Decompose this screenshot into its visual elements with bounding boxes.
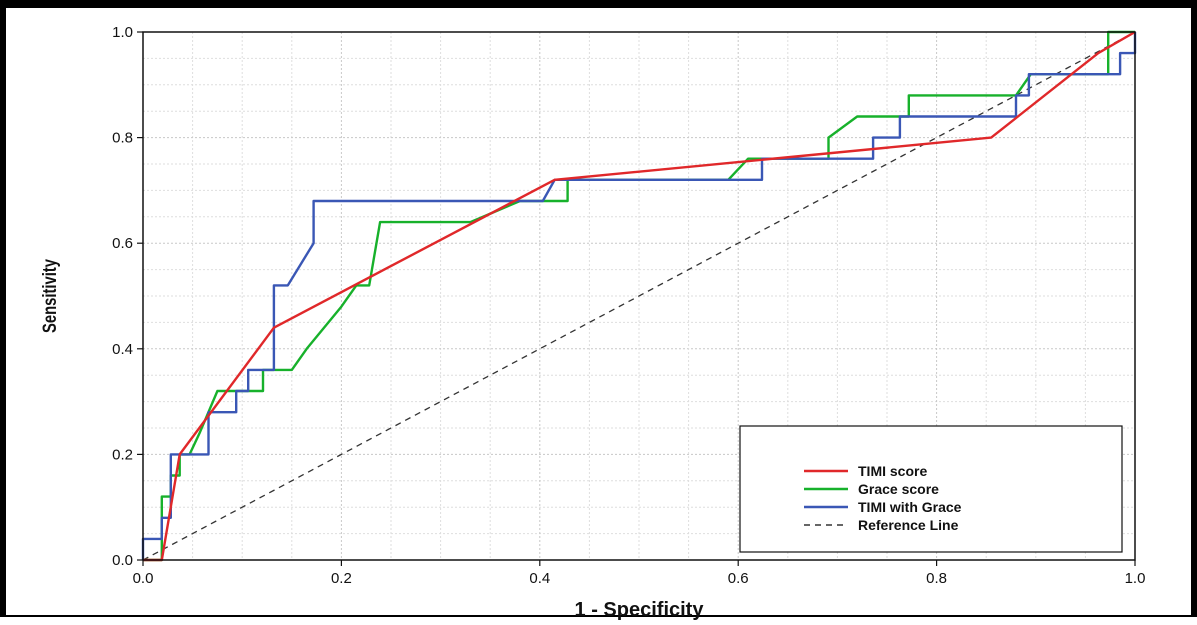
y-tick-label: 0.8: [112, 130, 133, 147]
legend-label: TIMI with Grace: [858, 499, 962, 515]
x-axis-title: 1 - Specificity: [575, 599, 705, 621]
x-tick-label: 0.0: [133, 570, 154, 587]
x-tick-label: 0.4: [529, 570, 550, 587]
x-tick-label: 0.8: [926, 570, 947, 587]
plot-border: [142, 31, 1136, 561]
x-tick-label: 0.6: [728, 570, 749, 587]
y-tick-label: 1.0: [112, 24, 133, 41]
y-tick-label: 0.6: [112, 235, 133, 252]
x-tick-label: 0.2: [331, 570, 352, 587]
legend-label: TIMI score: [858, 463, 927, 479]
x-tick-label: 1.0: [1125, 570, 1146, 587]
series-layer: [141, 30, 1137, 562]
grid: [143, 32, 1135, 560]
series-line-timi-score: [143, 30, 1136, 562]
legend-box: [739, 425, 1123, 553]
series-line-timi-with-grace: [141, 32, 1137, 560]
y-tick-label: 0.0: [112, 552, 133, 569]
y-axis-title: Sensitivity: [39, 259, 60, 333]
series-line-reference-line: [142, 31, 1136, 561]
y-tick-label: 0.2: [112, 446, 133, 463]
legend-label: Reference Line: [858, 517, 959, 533]
legend: TIMI score Grace score TIMI with Grace Refe…: [739, 425, 1123, 553]
legend-label: Grace score: [858, 481, 939, 497]
axes: 0.0 0.2 0.4 0.6 0.8 1.0 0.0 0.2 0.4 0.6 0.8 1.0: [112, 24, 1145, 587]
y-tick-label: 0.4: [112, 341, 133, 358]
roc-chart: 0.0 0.2 0.4 0.6 0.8 1.0 0.0 0.2 0.4 0.6 0.8 1.0 1 -…: [39, 24, 1145, 621]
